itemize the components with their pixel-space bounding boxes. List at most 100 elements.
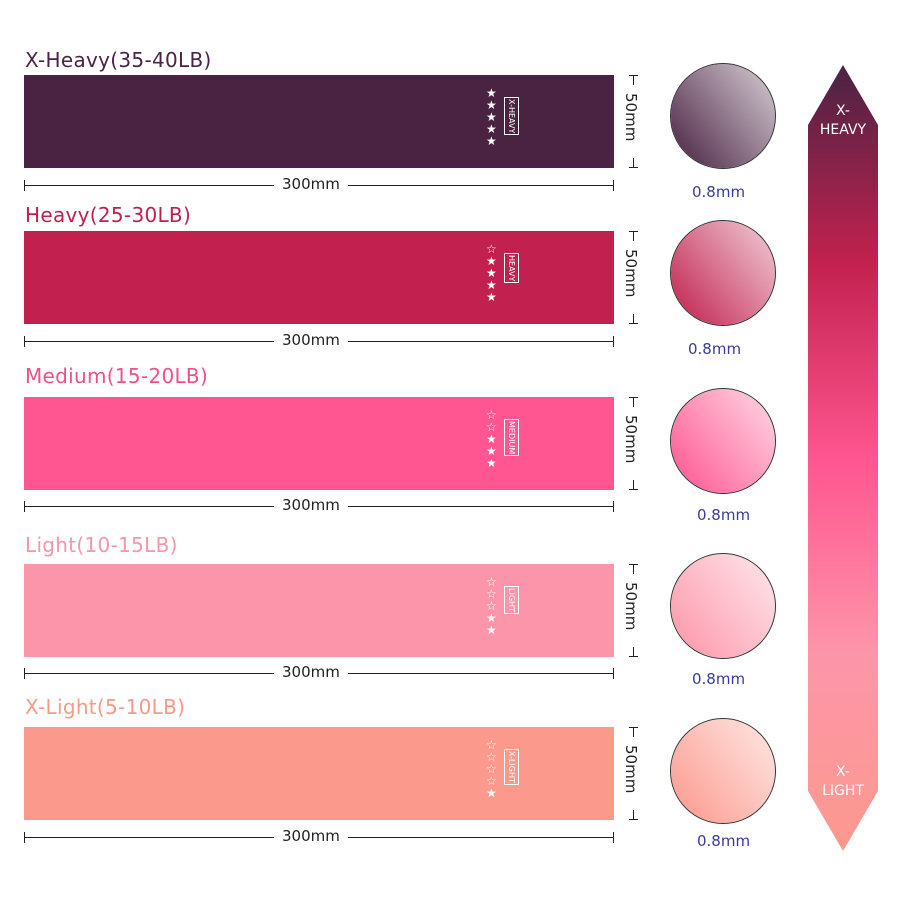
dimension-tick — [613, 336, 614, 347]
dimension-line — [633, 158, 634, 168]
thickness-label: 0.8mm — [692, 670, 746, 688]
dimension-tick — [613, 668, 614, 679]
dimension-line — [633, 231, 634, 241]
strength-stars: ★ ★ ☆ ☆ ☆ — [486, 576, 498, 636]
band-title: X-Light(5-10LB) — [25, 695, 186, 719]
star-empty-icon: ☆ — [486, 408, 497, 422]
length-dimension: 300mm — [24, 663, 614, 681]
width-label: 50mm — [622, 93, 640, 142]
band-tag: MEDIUM — [504, 419, 519, 457]
band-edge-image — [671, 719, 775, 823]
resistance-band: ★ ☆ ☆ ☆ ☆ X-LIGHT — [24, 727, 614, 820]
band-tag: X-LIGHT — [504, 749, 519, 785]
star-filled-icon: ★ — [486, 623, 497, 637]
band-edge-image — [671, 554, 775, 658]
dimension-line — [633, 314, 634, 324]
star-filled-icon: ★ — [486, 86, 497, 100]
width-label: 50mm — [622, 745, 640, 794]
length-label: 300mm — [274, 331, 348, 349]
length-dimension: 300mm — [24, 331, 614, 349]
star-filled-icon: ★ — [486, 432, 497, 446]
width-dimension: 50mm — [622, 231, 642, 324]
band-edge-image — [671, 221, 775, 325]
thickness-label: 0.8mm — [697, 832, 751, 850]
resistance-band: ★ ★ ★ ★ ☆ HEAVY — [24, 231, 614, 324]
dimension-tick — [24, 336, 25, 347]
band-title: Heavy(25-30LB) — [25, 203, 192, 227]
width-dimension: 50mm — [622, 727, 642, 820]
band-closeup — [670, 553, 776, 659]
width-dimension: 50mm — [622, 564, 642, 657]
band-title: X-Heavy(35-40LB) — [25, 48, 212, 72]
strength-stars: ★ ★ ★ ☆ ☆ — [486, 409, 498, 469]
dimension-tick — [613, 180, 614, 191]
length-label: 300mm — [274, 496, 348, 514]
star-empty-icon: ☆ — [486, 420, 497, 434]
length-dimension: 300mm — [24, 827, 614, 845]
strength-stars: ★ ★ ★ ★ ★ — [486, 87, 498, 147]
star-empty-icon: ☆ — [486, 750, 497, 764]
star-filled-icon: ★ — [486, 444, 497, 458]
dimension-tick — [24, 668, 25, 679]
thickness-label: 0.8mm — [697, 506, 751, 524]
star-filled-icon: ★ — [486, 278, 497, 292]
resistance-band: ★ ★ ☆ ☆ ☆ LIGHT — [24, 564, 614, 657]
band-title: Medium(15-20LB) — [25, 364, 209, 388]
star-empty-icon: ☆ — [486, 599, 497, 613]
strength-stars: ★ ★ ★ ★ ☆ — [486, 243, 498, 303]
star-filled-icon: ★ — [486, 134, 497, 148]
star-empty-icon: ☆ — [486, 774, 497, 788]
dimension-tick — [24, 832, 25, 843]
star-empty-icon: ☆ — [486, 738, 497, 752]
dimension-line — [633, 397, 634, 407]
dimension-line — [633, 727, 634, 737]
star-filled-icon: ★ — [486, 456, 497, 470]
star-filled-icon: ★ — [486, 254, 497, 268]
resistance-band: ★ ★ ★ ☆ ☆ MEDIUM — [24, 397, 614, 490]
band-closeup — [670, 63, 776, 169]
band-closeup — [670, 388, 776, 494]
length-dimension: 300mm — [24, 175, 614, 193]
star-filled-icon: ★ — [486, 290, 497, 304]
star-empty-icon: ☆ — [486, 575, 497, 589]
star-filled-icon: ★ — [486, 122, 497, 136]
width-dimension: 50mm — [622, 397, 642, 490]
strength-stars: ★ ☆ ☆ ☆ ☆ — [486, 739, 498, 799]
dimension-tick — [24, 501, 25, 512]
dimension-tick — [613, 832, 614, 843]
scale-top-label: X- HEAVY — [819, 103, 867, 138]
width-dimension: 50mm — [622, 75, 642, 168]
dimension-tick — [613, 501, 614, 512]
width-label: 50mm — [622, 415, 640, 464]
resistance-band: ★ ★ ★ ★ ★ X-HEAVY — [24, 75, 614, 168]
length-dimension: 300mm — [24, 496, 614, 514]
band-closeup — [670, 718, 776, 824]
star-filled-icon: ★ — [486, 611, 497, 625]
star-filled-icon: ★ — [486, 786, 497, 800]
intensity-scale-arrow — [808, 65, 878, 851]
star-empty-icon: ☆ — [486, 762, 497, 776]
length-label: 300mm — [274, 175, 348, 193]
scale-bottom-label: X- LIGHT — [822, 764, 864, 799]
band-edge-image — [671, 64, 775, 168]
star-filled-icon: ★ — [486, 110, 497, 124]
star-empty-icon: ☆ — [486, 587, 497, 601]
band-closeup — [670, 220, 776, 326]
star-filled-icon: ★ — [486, 98, 497, 112]
thickness-label: 0.8mm — [688, 340, 742, 358]
band-tag: X-HEAVY — [504, 97, 519, 136]
width-label: 50mm — [622, 582, 640, 631]
dimension-line — [633, 810, 634, 820]
length-label: 300mm — [274, 663, 348, 681]
band-tag: LIGHT — [504, 586, 519, 614]
band-title: Light(10-15LB) — [25, 533, 178, 557]
width-label: 50mm — [622, 249, 640, 298]
dimension-line — [633, 647, 634, 657]
band-tag: HEAVY — [504, 253, 519, 284]
star-empty-icon: ☆ — [486, 242, 497, 256]
dimension-line — [633, 480, 634, 490]
dimension-tick — [24, 180, 25, 191]
dimension-line — [633, 75, 634, 85]
star-filled-icon: ★ — [486, 266, 497, 280]
